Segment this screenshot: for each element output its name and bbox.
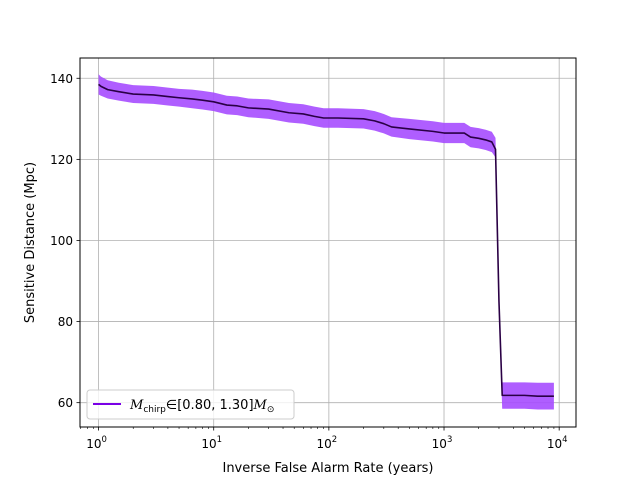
x-tick-exponent: 3 bbox=[447, 435, 452, 445]
y-tick-label: 120 bbox=[50, 153, 73, 167]
x-axis-ticks: 100 101 102 103 104 bbox=[80, 427, 568, 451]
x-tick-label: 102 bbox=[317, 435, 338, 451]
legend-symbol: M bbox=[129, 398, 144, 413]
y-axis-ticks: 60 80 100 120 140 bbox=[50, 72, 80, 410]
y-tick-label: 100 bbox=[50, 234, 73, 248]
y-axis-label: Sensitive Distance (Mpc) bbox=[23, 162, 38, 323]
x-tick-label: 100 bbox=[86, 435, 107, 451]
y-tick-label: 60 bbox=[58, 396, 73, 410]
x-tick-exponent: 0 bbox=[101, 435, 106, 445]
x-tick-base: 10 bbox=[201, 437, 216, 451]
x-tick-exponent: 4 bbox=[562, 435, 567, 445]
series-line bbox=[98, 83, 554, 397]
legend-box bbox=[86, 389, 295, 420]
x-tick-label: 101 bbox=[201, 435, 222, 451]
y-tick-label: 80 bbox=[58, 315, 73, 329]
series-line-group bbox=[98, 83, 554, 397]
legend-range: ∈[0.80, 1.30] bbox=[166, 398, 254, 413]
x-tick-base: 10 bbox=[432, 437, 447, 451]
x-tick-label: 104 bbox=[547, 435, 568, 451]
legend-unit-subscript: ⊙ bbox=[267, 405, 275, 415]
x-tick-base: 10 bbox=[317, 437, 332, 451]
x-tick-base: 10 bbox=[86, 437, 101, 451]
x-tick-label: 103 bbox=[432, 435, 453, 451]
x-tick-exponent: 2 bbox=[332, 435, 337, 445]
legend-subscript: chirp bbox=[143, 405, 166, 415]
legend: Mchirp∈[0.80, 1.30]M⊙ bbox=[86, 389, 295, 420]
y-tick-label: 140 bbox=[50, 72, 73, 86]
legend-unit: M bbox=[253, 398, 268, 413]
plot-frame bbox=[79, 57, 577, 428]
x-axis-label: Inverse False Alarm Rate (years) bbox=[222, 461, 433, 476]
x-tick-exponent: 1 bbox=[217, 435, 222, 445]
legend-entry-label: Mchirp∈[0.80, 1.30]M⊙ bbox=[129, 398, 274, 415]
x-tick-base: 10 bbox=[547, 437, 562, 451]
